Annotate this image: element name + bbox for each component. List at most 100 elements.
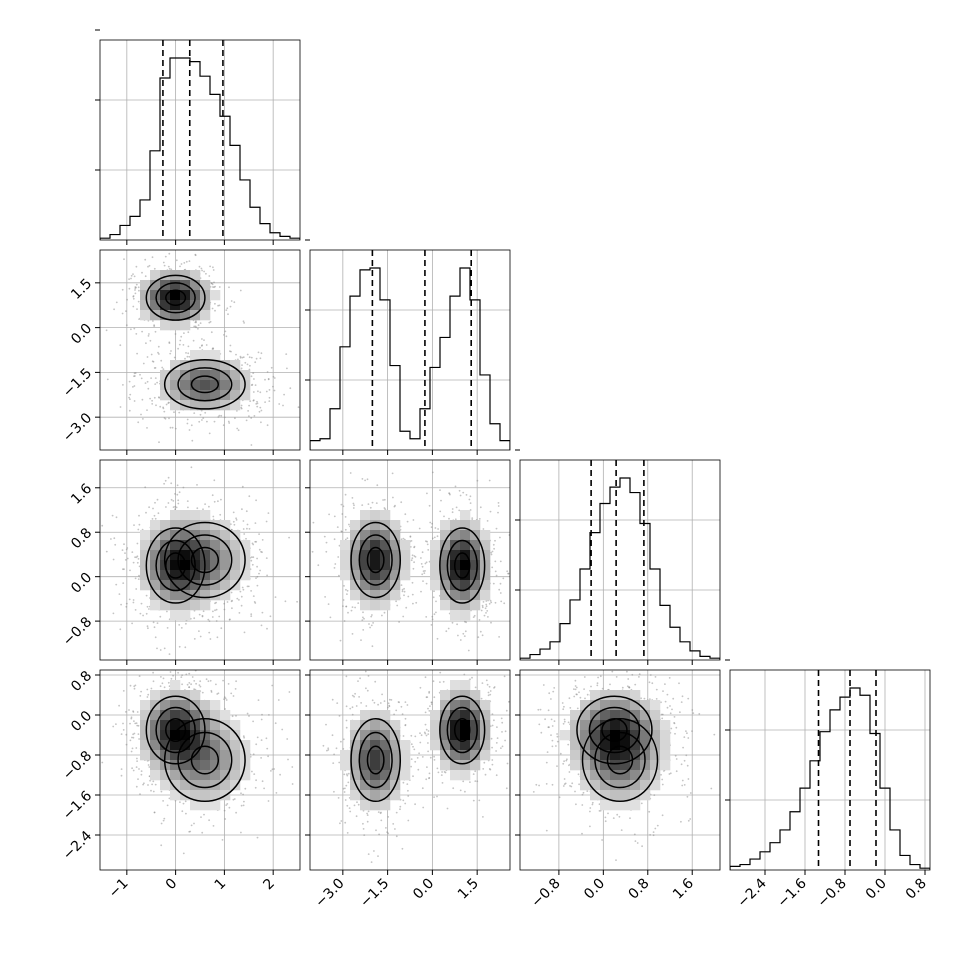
sample-point bbox=[163, 410, 166, 413]
density-cell bbox=[150, 570, 161, 581]
density-cell bbox=[240, 390, 251, 401]
sample-point bbox=[130, 328, 132, 331]
sample-point bbox=[496, 726, 498, 728]
sample-point bbox=[242, 520, 245, 522]
density-cell bbox=[180, 270, 191, 281]
sample-point bbox=[474, 686, 477, 689]
sample-point bbox=[152, 790, 155, 793]
sample-point bbox=[224, 697, 227, 700]
sample-point bbox=[138, 574, 140, 577]
sample-point bbox=[201, 831, 204, 834]
sample-point bbox=[362, 616, 364, 619]
sample-point bbox=[159, 685, 162, 688]
sample-point bbox=[125, 310, 127, 312]
sample-point bbox=[121, 288, 124, 291]
sample-point bbox=[133, 275, 136, 278]
sample-point bbox=[143, 782, 145, 785]
sample-point bbox=[421, 565, 424, 568]
sample-point bbox=[425, 778, 428, 781]
sample-point bbox=[246, 353, 249, 356]
sample-point bbox=[177, 671, 180, 674]
sample-point bbox=[218, 304, 221, 307]
sample-point bbox=[229, 305, 232, 308]
sample-point bbox=[493, 719, 495, 722]
density-cell bbox=[200, 770, 211, 781]
sample-point bbox=[267, 800, 270, 802]
sample-point bbox=[265, 557, 268, 559]
sample-point bbox=[502, 577, 505, 580]
sample-point bbox=[237, 358, 239, 361]
sample-point bbox=[250, 559, 253, 562]
sample-point bbox=[136, 757, 138, 760]
sample-point bbox=[251, 563, 254, 566]
density-cell bbox=[150, 720, 161, 731]
sample-point bbox=[166, 804, 169, 807]
sample-point bbox=[163, 482, 166, 485]
sample-point bbox=[269, 615, 272, 618]
density-cell bbox=[170, 740, 181, 751]
sample-point bbox=[152, 320, 154, 322]
density-cell bbox=[370, 560, 381, 571]
sample-point bbox=[462, 491, 465, 494]
sample-point bbox=[371, 501, 374, 504]
sample-point bbox=[336, 526, 339, 528]
sample-point bbox=[499, 592, 502, 594]
density-cell bbox=[230, 560, 241, 571]
sample-point bbox=[490, 601, 493, 604]
sample-point bbox=[220, 498, 222, 501]
sample-point bbox=[246, 585, 249, 588]
sample-point bbox=[241, 485, 244, 488]
density-cell bbox=[200, 280, 211, 291]
sample-point bbox=[370, 861, 373, 863]
density-cell bbox=[370, 570, 381, 581]
density-cell bbox=[180, 370, 191, 381]
sample-point bbox=[190, 824, 193, 827]
sample-point bbox=[436, 535, 439, 538]
sample-point bbox=[421, 573, 424, 576]
sample-point bbox=[367, 503, 370, 505]
sample-point bbox=[412, 602, 414, 605]
sample-point bbox=[493, 686, 496, 688]
sample-point bbox=[481, 604, 484, 607]
sample-point bbox=[345, 726, 348, 729]
sample-point bbox=[346, 774, 349, 777]
sample-point bbox=[237, 429, 240, 432]
sample-point bbox=[286, 738, 289, 740]
density-cell bbox=[160, 580, 171, 591]
sample-point bbox=[507, 572, 510, 575]
sample-point bbox=[156, 647, 158, 650]
sample-point bbox=[201, 419, 203, 421]
sample-point bbox=[235, 811, 238, 814]
sample-point bbox=[494, 539, 496, 542]
sample-point bbox=[491, 724, 494, 727]
sample-point bbox=[232, 798, 235, 801]
density-cell bbox=[150, 740, 161, 751]
sample-point bbox=[181, 674, 184, 677]
sample-point bbox=[146, 688, 149, 691]
sample-point bbox=[248, 356, 251, 359]
density-cell bbox=[470, 580, 481, 591]
sample-point bbox=[327, 603, 330, 605]
sample-point bbox=[403, 590, 406, 593]
sample-point bbox=[350, 609, 353, 612]
sample-point bbox=[238, 612, 241, 614]
sample-point bbox=[227, 313, 229, 316]
sample-point bbox=[129, 739, 132, 742]
sample-point bbox=[130, 716, 133, 719]
sample-point bbox=[491, 550, 494, 553]
sample-point bbox=[167, 401, 170, 404]
sample-point bbox=[334, 563, 337, 565]
density-cell bbox=[180, 690, 191, 701]
sample-point bbox=[291, 783, 294, 785]
density-cell bbox=[160, 520, 171, 531]
sample-point bbox=[402, 537, 405, 540]
sample-point bbox=[203, 270, 206, 273]
sample-point bbox=[432, 596, 435, 599]
density-cell bbox=[190, 550, 201, 561]
sample-point bbox=[239, 590, 242, 593]
density-cell bbox=[190, 740, 201, 751]
sample-point bbox=[170, 226, 172, 228]
density-cell bbox=[340, 570, 351, 581]
sample-point bbox=[492, 582, 495, 585]
sample-point bbox=[260, 409, 263, 412]
